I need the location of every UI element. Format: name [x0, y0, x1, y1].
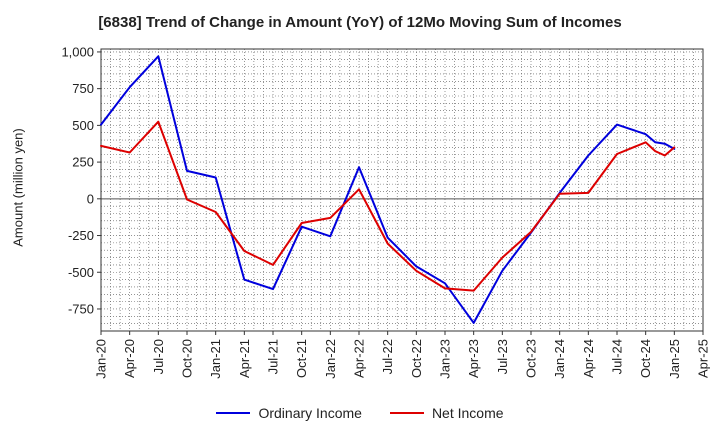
x-tick-label: Jul-21 — [266, 339, 281, 374]
y-tick-label: 250 — [72, 155, 94, 170]
y-tick-label: 500 — [72, 118, 94, 133]
x-tick-label: Oct-22 — [409, 339, 424, 378]
x-tick-label: Oct-23 — [524, 339, 539, 378]
y-tick-label: -500 — [68, 265, 94, 280]
y-tick-label: 0 — [87, 191, 94, 206]
axes — [97, 48, 704, 335]
series-line-ordinary-income — [100, 55, 676, 324]
x-tick-label: Jan-20 — [94, 339, 109, 379]
x-tick-label: Apr-24 — [581, 339, 596, 378]
x-tick-label: Jan-24 — [552, 339, 567, 379]
y-tick-label: 750 — [72, 81, 94, 96]
x-tick-label: Jul-20 — [151, 339, 166, 374]
legend-item-ordinary-income: Ordinary Income — [216, 405, 362, 421]
y-tick-label: -250 — [68, 228, 94, 243]
x-tick-label: Jan-22 — [323, 339, 338, 379]
y-tick-label: -750 — [68, 301, 94, 316]
plot-frame — [100, 48, 704, 332]
x-tick-label: Oct-20 — [180, 339, 195, 378]
legend-swatch-net-income — [389, 412, 424, 414]
x-tick-label: Jan-25 — [667, 339, 682, 379]
x-tick-label: Apr-21 — [237, 339, 252, 378]
grid — [100, 49, 704, 331]
x-tick-label: Jan-21 — [208, 339, 223, 379]
x-tick-label: Apr-25 — [696, 339, 711, 378]
y-tick-label: 1,000 — [61, 44, 94, 59]
legend-label-net-income: Net Income — [431, 405, 504, 421]
x-tick-label: Oct-21 — [294, 339, 309, 378]
series-line-net-income — [100, 120, 676, 292]
tick-labels: 1,000 750 500 250 0 -250 -500 -750 Jan-20 Apr-20 J… — [61, 44, 710, 378]
legend-swatch-ordinary-income — [216, 412, 251, 414]
x-tick-label: Jul-24 — [610, 339, 625, 374]
legend-label-ordinary-income: Ordinary Income — [258, 405, 362, 421]
x-tick-label: Apr-22 — [352, 339, 367, 378]
x-tick-label: Oct-24 — [638, 339, 653, 378]
legend: Ordinary Income Net Income — [0, 405, 720, 421]
legend-item-net-income: Net Income — [389, 405, 504, 421]
x-tick-label: Jul-23 — [495, 339, 510, 374]
x-tick-label: Jan-23 — [438, 339, 453, 379]
series-lines — [100, 55, 676, 324]
x-tick-label: Apr-23 — [466, 339, 481, 378]
x-tick-label: Apr-20 — [122, 339, 137, 378]
chart-title: [6838] Trend of Change in Amount (YoY) o… — [98, 14, 622, 31]
x-tick-label: Jul-22 — [380, 339, 395, 374]
